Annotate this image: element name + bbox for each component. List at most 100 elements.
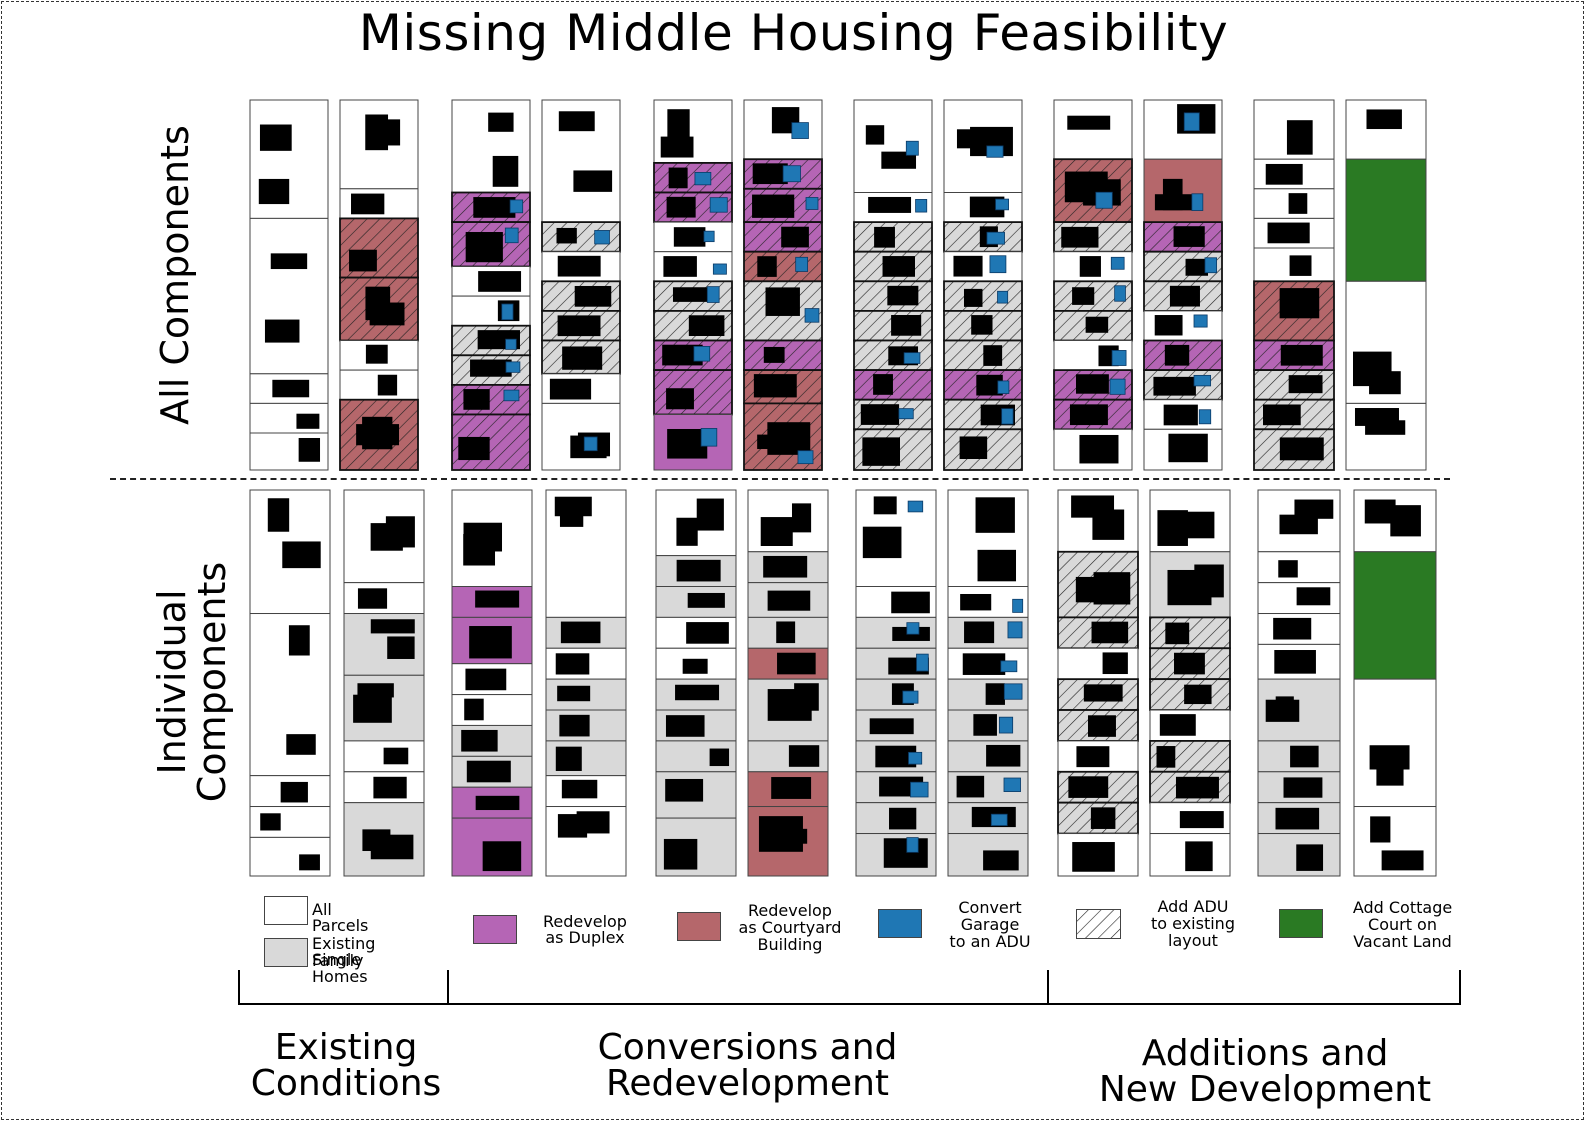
bottom-building [869, 718, 914, 735]
bottom-building [862, 526, 902, 559]
bottom-building [555, 746, 582, 771]
bottom-building [463, 534, 496, 566]
top-building [667, 109, 690, 139]
top-building [1286, 120, 1313, 155]
top-garage-adu [709, 197, 728, 213]
bottom-building [1087, 715, 1116, 737]
bottom-building [686, 622, 729, 644]
bottom-building [676, 559, 721, 582]
top-garage-adu [791, 122, 809, 139]
bottom-garage-adu [1003, 683, 1023, 700]
bottom-building [1294, 499, 1334, 519]
top-building [976, 374, 1003, 396]
bottom-building [280, 781, 308, 803]
top-building [1153, 376, 1196, 396]
bottom-building [1265, 699, 1300, 722]
top-building [478, 271, 522, 292]
bottom-building [286, 734, 316, 755]
top-building [663, 256, 697, 277]
bottom-building [1279, 514, 1318, 535]
bottom-building [883, 838, 928, 868]
top-building [377, 374, 398, 396]
top-building [868, 196, 912, 213]
top-building [757, 256, 777, 277]
top-parcel [1345, 99, 1427, 160]
bottom-building [767, 590, 811, 611]
top-garage-adu [805, 197, 819, 210]
bottom-building [964, 621, 995, 644]
bottom-building [1156, 746, 1176, 768]
top-parcel-adu-hatch [943, 280, 1023, 312]
bottom-building [288, 625, 310, 656]
bottom-building [576, 811, 610, 834]
top-building [1079, 256, 1101, 277]
top-building [470, 359, 512, 377]
legend-label-add-adu-2: to existing [1151, 914, 1235, 933]
bottom-garage-adu [1003, 777, 1021, 792]
top-building [465, 232, 503, 263]
bottom-building [1174, 652, 1205, 675]
top-building [1067, 115, 1111, 130]
bottom-building [370, 834, 414, 860]
bottom-building [559, 500, 584, 527]
legend-label-garage-adu-1: Convert [958, 898, 1022, 917]
top-building [557, 255, 601, 277]
top-building [874, 226, 895, 248]
bottom-building [791, 503, 812, 533]
bottom-building [873, 496, 897, 515]
top-building [272, 379, 310, 398]
top-building [673, 227, 706, 247]
bottom-building [1273, 617, 1312, 640]
legend-label-cottage-2: Court on [1368, 915, 1437, 934]
top-garage-adu [703, 230, 715, 243]
bottom-garage-adu [1012, 598, 1024, 613]
group-existing-conditions: Existing Conditions [230, 1030, 462, 1102]
top-building [558, 111, 595, 132]
legend-label-add-adu-1: Add ADU [1157, 897, 1229, 916]
top-garage-adu [1111, 350, 1127, 366]
top-garage-adu [1001, 408, 1014, 425]
top-building [365, 114, 389, 151]
top-garage-adu [594, 230, 610, 245]
group-label-line1: Existing [274, 1027, 418, 1068]
bottom-building [675, 684, 720, 701]
bottom-garage-adu [1007, 621, 1023, 639]
bottom-parcel [451, 694, 533, 726]
top-building [1164, 344, 1190, 366]
bottom-building [260, 813, 281, 831]
top-garage-adu [898, 408, 914, 420]
top-building [259, 124, 292, 151]
bottom-building [696, 498, 724, 531]
top-parcel [853, 99, 933, 193]
top-building [488, 112, 514, 132]
top-building [1185, 258, 1209, 276]
bottom-parcel [1353, 678, 1437, 808]
bottom-building [1083, 684, 1123, 702]
top-building [688, 315, 725, 337]
bottom-building [1296, 587, 1331, 606]
top-garage-adu [989, 255, 1007, 274]
top-building [660, 136, 694, 158]
top-garage-adu [1095, 191, 1113, 209]
bottom-building [956, 775, 985, 798]
top-building [763, 346, 785, 363]
bottom-building [1184, 684, 1212, 705]
bottom-building [1093, 572, 1131, 605]
top-garage-adu [1198, 409, 1212, 425]
top-building [860, 404, 900, 425]
top-building [1079, 434, 1119, 464]
bottom-building [709, 748, 730, 767]
legend-swatch-existing-sfh [264, 938, 308, 967]
bottom-building [663, 838, 698, 870]
top-building [953, 255, 983, 277]
bottom-building [767, 828, 808, 844]
top-garage-adu [1110, 256, 1125, 270]
top-building [667, 428, 708, 459]
top-building [573, 170, 613, 192]
bottom-building [960, 593, 992, 611]
top-building [1288, 375, 1323, 394]
top-building [1280, 344, 1323, 366]
bottom-building [373, 776, 407, 799]
bottom-building [1179, 811, 1224, 829]
